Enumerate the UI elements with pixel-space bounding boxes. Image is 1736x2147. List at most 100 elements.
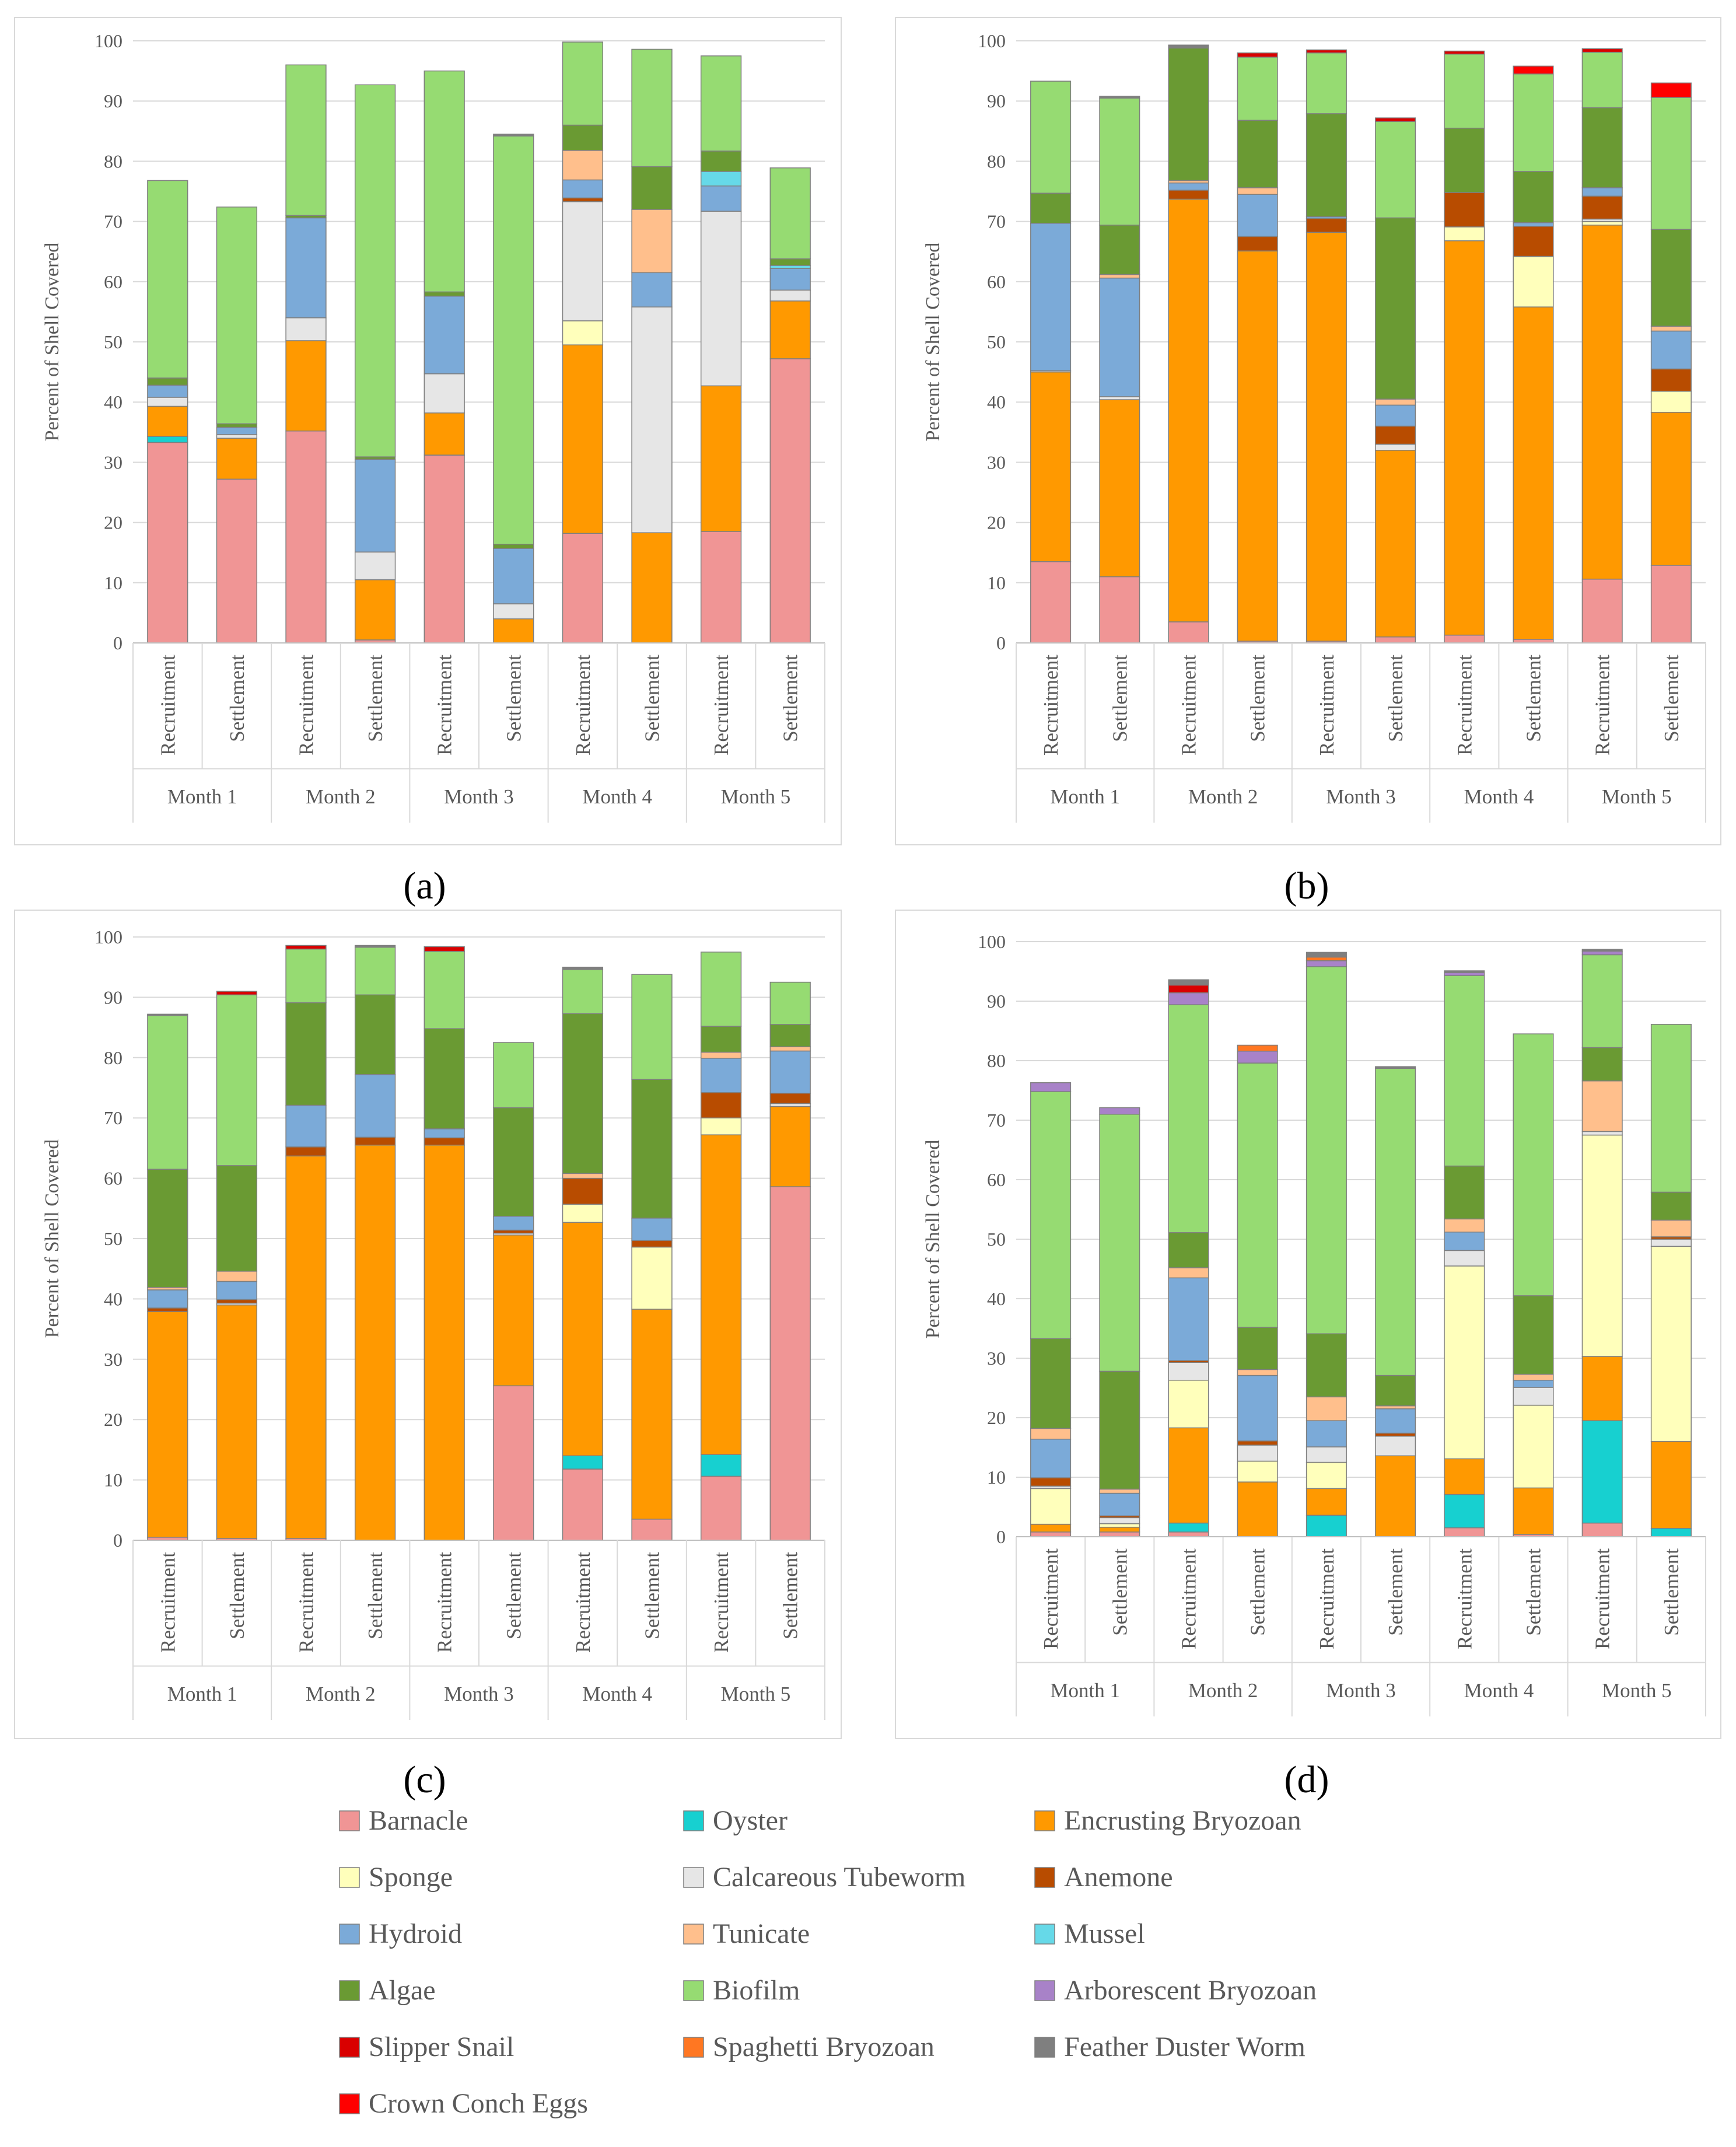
bar-segment-sponge bbox=[562, 1204, 604, 1223]
legend-swatch-encrusting-bryozoan bbox=[1034, 1810, 1055, 1831]
bar-segment-biofilm bbox=[285, 948, 327, 1003]
bar-segment-anemone bbox=[147, 1307, 188, 1312]
bar-segment-hydroid bbox=[354, 459, 396, 553]
bar-segment-anemone bbox=[1375, 1432, 1416, 1437]
bar-segment-tunicate bbox=[562, 150, 604, 181]
bar-segment-sponge bbox=[1513, 256, 1554, 307]
y-tick-label: 40 bbox=[104, 391, 123, 412]
y-tick-label: 40 bbox=[987, 391, 1006, 412]
bar-segment-biofilm bbox=[493, 1042, 534, 1109]
x-category-label: Settlement bbox=[1660, 1548, 1683, 1636]
bar-segment-sponge bbox=[1444, 226, 1485, 242]
x-category-label: Settlement bbox=[1108, 655, 1131, 742]
legend-swatch-spaghetti-bryozoan bbox=[683, 2037, 704, 2058]
bar-segment-encrusting-bryozoan bbox=[700, 385, 742, 532]
bar-segment-calcareous-tubeworm bbox=[1306, 1446, 1347, 1463]
bar-segment-feather-duster-worm bbox=[1168, 44, 1209, 49]
bar-segment-hydroid bbox=[700, 185, 742, 212]
bar-segment-barnacle bbox=[769, 1186, 811, 1541]
bar-segment-crown-conch-eggs bbox=[1513, 65, 1554, 75]
legend-label-algae: Algae bbox=[369, 1975, 436, 2006]
y-tick-label: 90 bbox=[104, 987, 123, 1008]
x-category-label: Settlement bbox=[502, 655, 525, 742]
x-category-label: Recruitment bbox=[1178, 655, 1200, 756]
x-group-label: Month 2 bbox=[306, 1683, 376, 1705]
y-tick-label: 10 bbox=[987, 1467, 1006, 1488]
bar-segment-hydroid bbox=[1513, 1379, 1554, 1388]
y-tick-label: 0 bbox=[113, 632, 123, 653]
bar-segment-hydroid bbox=[1375, 1408, 1416, 1434]
bar-segment-algae bbox=[285, 1002, 327, 1106]
bar-segment-hydroid bbox=[1237, 194, 1278, 237]
x-category-label: Settlement bbox=[1384, 1548, 1407, 1636]
bar-segment-barnacle bbox=[1581, 1522, 1623, 1537]
legend: Barnacle Oyster Encrusting Bryozoan Sponge C… bbox=[339, 1805, 1317, 2119]
bar-segment-encrusting-bryozoan bbox=[1650, 411, 1692, 566]
bar-segment-hydroid bbox=[424, 1128, 465, 1139]
bar-segment-algae bbox=[354, 994, 396, 1075]
bar-segment-tunicate bbox=[1099, 274, 1140, 279]
bar-segment-slipper-snail bbox=[1306, 49, 1347, 54]
bar-segment-algae bbox=[631, 1079, 673, 1219]
bar-segment-calcareous-tubeworm bbox=[1581, 1131, 1623, 1136]
bar-segment-algae bbox=[700, 151, 742, 172]
bar-segment-hydroid bbox=[1099, 277, 1140, 397]
bar-segment-algae bbox=[1513, 171, 1554, 223]
bar-segment-barnacle bbox=[1099, 576, 1140, 644]
bar-segment-biofilm bbox=[631, 974, 673, 1080]
bar-segment-encrusting-bryozoan bbox=[562, 344, 604, 534]
x-category-label: Recruitment bbox=[1315, 655, 1338, 756]
bar-segment-algae bbox=[562, 1013, 604, 1174]
bar-segment-mussel bbox=[700, 171, 742, 187]
bar-segment-anemone bbox=[493, 1229, 534, 1234]
legend-label-spaghetti-bryozoan: Spaghetti Bryozoan bbox=[713, 2031, 935, 2062]
legend-swatch-feather-duster-worm bbox=[1034, 2037, 1055, 2058]
bar-segment-calcareous-tubeworm bbox=[216, 434, 258, 439]
legend-swatch-sponge bbox=[339, 1867, 360, 1888]
bar-segment-barnacle bbox=[1444, 1527, 1485, 1537]
bar-segment-biofilm bbox=[1099, 1114, 1140, 1372]
bar-segment-algae bbox=[1306, 113, 1347, 218]
x-group-label: Month 5 bbox=[1602, 1679, 1672, 1702]
bar-segment-encrusting-bryozoan bbox=[1375, 1455, 1416, 1537]
bar-segment-hydroid bbox=[1306, 1420, 1347, 1447]
bar-segment-hydroid bbox=[1168, 182, 1209, 191]
bar-segment-barnacle bbox=[147, 442, 188, 644]
bar-segment-tunicate bbox=[1306, 1396, 1347, 1421]
panel-c-chart: 0 10 20 30 40 50 60 70 80 90 100 Percent of Shell C… bbox=[14, 910, 842, 1739]
x-category-label: Recruitment bbox=[295, 1552, 318, 1653]
bar-segment-feather-duster-worm bbox=[1168, 979, 1209, 986]
bar-segment-barnacle bbox=[1168, 621, 1209, 644]
y-tick-label: 0 bbox=[996, 1526, 1006, 1547]
bar-segment-encrusting-bryozoan bbox=[1099, 1526, 1140, 1533]
y-axis-title: Percent of Shell Covered bbox=[922, 243, 944, 442]
y-tick-label: 20 bbox=[987, 512, 1006, 533]
bar-segment-algae bbox=[147, 377, 188, 386]
y-axis-title: Percent of Shell Covered bbox=[922, 1140, 944, 1339]
bar-segment-calcareous-tubeworm bbox=[1650, 1239, 1692, 1247]
bar-segment-calcareous-tubeworm bbox=[424, 373, 465, 414]
bar-segment-arborescent-bryozoan bbox=[1099, 1107, 1140, 1115]
bar-segment-tunicate bbox=[1581, 1080, 1623, 1132]
x-category-label: Recruitment bbox=[1315, 1548, 1338, 1649]
bar-segment-tunicate bbox=[216, 1271, 258, 1282]
bar-segment-algae bbox=[493, 544, 534, 549]
bar-segment-biofilm bbox=[1650, 1024, 1692, 1193]
bar-segment-feather-duster-worm bbox=[1444, 970, 1485, 973]
bar-segment-algae bbox=[1375, 217, 1416, 400]
bar-segment-feather-duster-worm bbox=[1306, 952, 1347, 958]
bar-segment-calcareous-tubeworm bbox=[1237, 1445, 1278, 1462]
bar-segment-sponge bbox=[1581, 221, 1623, 226]
x-category-label: Settlement bbox=[1522, 1548, 1545, 1636]
legend-label-arborescent-bryozoan: Arborescent Bryozoan bbox=[1064, 1975, 1317, 2006]
y-tick-label: 40 bbox=[104, 1288, 123, 1309]
bar-segment-encrusting-bryozoan bbox=[1306, 1488, 1347, 1516]
bar-segment-biofilm bbox=[216, 207, 258, 425]
x-category-label: Settlement bbox=[226, 655, 249, 742]
legend-label-anemone: Anemone bbox=[1064, 1862, 1173, 1893]
legend-swatch-tunicate bbox=[683, 1924, 704, 1945]
bar-segment-biofilm bbox=[769, 167, 811, 260]
bar-segment-encrusting-bryozoan bbox=[769, 300, 811, 359]
bar-segment-encrusting-bryozoan bbox=[1237, 1481, 1278, 1537]
x-category-label: Recruitment bbox=[1591, 655, 1614, 756]
